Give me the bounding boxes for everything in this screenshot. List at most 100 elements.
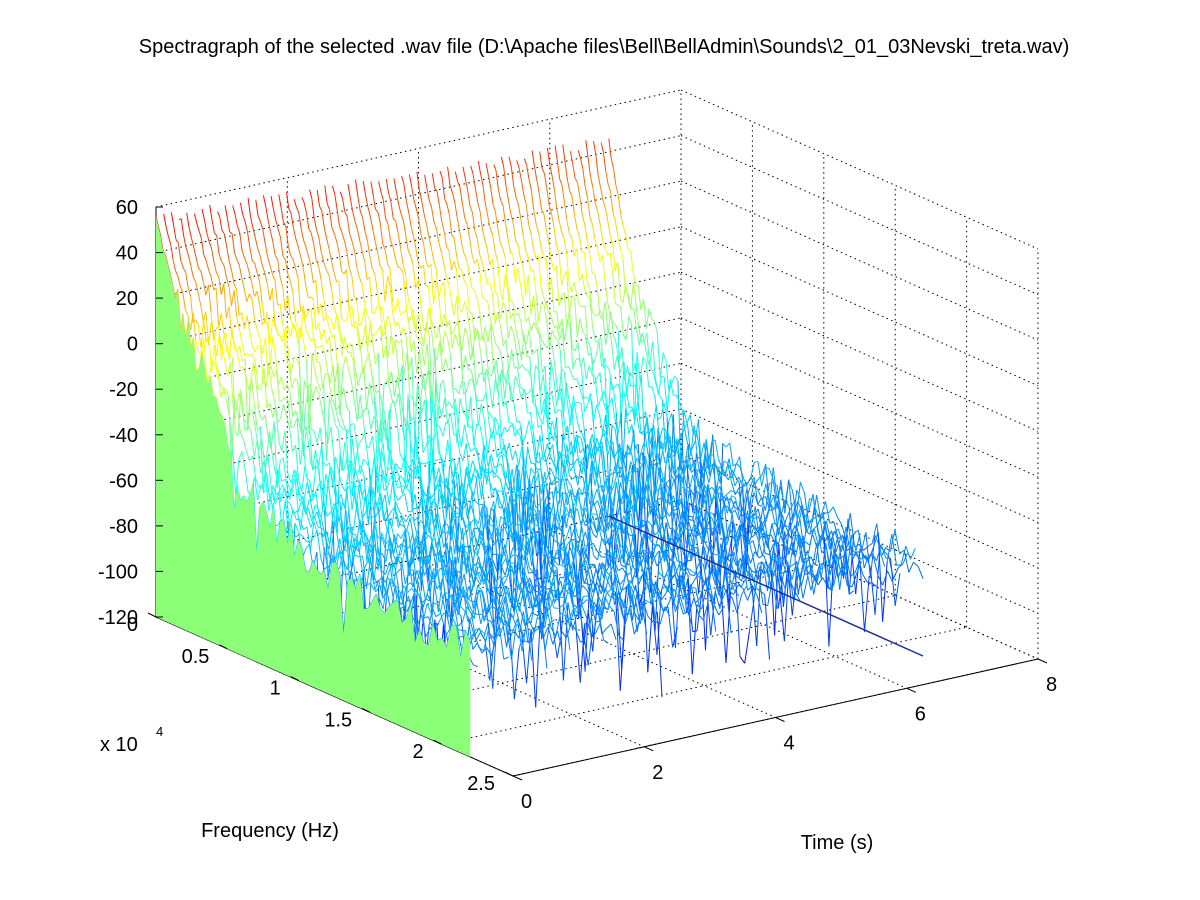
surface-trace-segment — [457, 621, 463, 627]
surface-trace-segment — [613, 534, 619, 560]
surface-trace-segment — [570, 372, 575, 380]
surface-trace-segment — [397, 533, 402, 539]
surface-trace-segment — [299, 442, 304, 465]
surface-trace-segment — [541, 209, 545, 215]
surface-trace-segment — [506, 565, 513, 576]
surface-trace-segment — [280, 487, 285, 503]
surface-trace-segment — [427, 486, 432, 499]
surface-trace-segment — [590, 579, 596, 585]
surface-trace-segment — [395, 511, 401, 525]
surface-trace-segment — [372, 333, 376, 337]
surface-trace-segment — [519, 519, 525, 526]
surface-trace-segment — [840, 544, 847, 555]
surface-trace-segment — [278, 469, 283, 482]
surface-trace-segment — [203, 219, 208, 233]
surface-trace-segment — [421, 490, 426, 506]
surface-trace-segment — [740, 578, 747, 587]
surface-trace-segment — [385, 178, 390, 193]
surface-trace-segment — [654, 321, 658, 335]
surface-trace-segment — [718, 555, 724, 563]
surface-trace-segment — [448, 401, 453, 409]
surface-trace-segment — [264, 320, 269, 326]
surface-trace-segment — [527, 370, 532, 376]
surface-trace-segment — [436, 190, 440, 205]
surface-trace-segment — [631, 363, 636, 378]
surface-trace-segment — [561, 515, 567, 585]
surface-trace-segment — [651, 605, 658, 656]
surface-trace-segment — [393, 340, 397, 351]
surface-trace-segment — [614, 418, 619, 435]
surface-trace-segment — [581, 605, 587, 618]
surface-trace-segment — [407, 318, 412, 353]
surface-trace-segment — [379, 265, 383, 271]
surface-trace-segment — [721, 545, 727, 578]
surface-trace-segment — [400, 326, 404, 335]
surface-trace-segment — [748, 599, 755, 632]
surface-trace-segment — [700, 527, 706, 534]
surface-trace-segment — [556, 325, 561, 340]
surface-trace-segment — [556, 477, 561, 481]
surface-trace-segment — [223, 283, 227, 319]
surface-trace-segment — [397, 321, 402, 335]
surface-trace-segment — [473, 518, 479, 528]
surface-trace-segment — [405, 337, 410, 371]
surface-trace-segment — [286, 384, 291, 393]
surface-trace-segment — [624, 445, 629, 459]
surface-trace-segment — [259, 282, 263, 304]
surface-trace-segment — [380, 191, 384, 200]
surface-trace-segment — [515, 240, 519, 246]
surface-trace-segment — [310, 463, 315, 470]
surface-trace-segment — [431, 173, 436, 188]
surface-trace-segment — [454, 535, 459, 564]
surface-trace-segment — [420, 304, 424, 328]
surface-trace-segment — [356, 301, 360, 327]
surface-trace-segment — [507, 594, 514, 628]
surface-trace-segment — [852, 550, 859, 558]
surface-trace-segment — [793, 572, 799, 603]
surface-trace-segment — [711, 487, 717, 494]
surface-trace-segment — [520, 321, 525, 341]
surface-trace-segment — [551, 483, 556, 486]
surface-trace-segment — [504, 559, 510, 576]
surface-trace-segment — [366, 315, 371, 320]
surface-trace-segment — [332, 410, 336, 426]
surface-trace-segment — [565, 623, 572, 639]
surface-trace-segment — [443, 231, 448, 248]
surface-trace-segment — [848, 590, 855, 595]
surface-trace-segment — [358, 486, 363, 519]
surface-trace-segment — [279, 400, 283, 403]
surface-trace-segment — [629, 372, 633, 378]
surface-trace-segment — [527, 275, 532, 316]
surface-trace-segment — [449, 321, 453, 349]
surface-trace-segment — [603, 433, 608, 456]
surface-trace-segment — [587, 626, 594, 666]
surface-trace-segment — [561, 185, 565, 204]
surface-trace-segment — [730, 561, 736, 580]
surface-trace-segment — [623, 444, 628, 513]
surface-trace-segment — [539, 151, 543, 168]
surface-trace-segment — [249, 215, 254, 228]
surface-trace-segment — [688, 491, 694, 506]
surface-trace-segment — [533, 210, 537, 225]
surface-trace-segment — [585, 560, 591, 580]
surface-trace-segment — [629, 552, 635, 569]
surface-trace-segment — [561, 564, 567, 569]
surface-trace-segment — [642, 411, 647, 419]
surface-trace-segment — [686, 414, 691, 424]
surface-trace-segment — [475, 478, 481, 518]
surface-trace-segment — [828, 557, 834, 647]
surface-trace-segment — [470, 165, 474, 174]
surface-trace-segment — [479, 211, 483, 231]
surface-trace-segment — [600, 390, 605, 399]
surface-trace-segment — [831, 553, 838, 592]
surface-trace-segment — [405, 470, 410, 486]
surface-trace-segment — [377, 546, 383, 577]
surface-trace-segment — [545, 303, 550, 314]
surface-trace-segment — [592, 488, 598, 501]
surface-trace-segment — [528, 388, 533, 393]
surface-trace-segment — [714, 439, 719, 460]
surface-trace-segment — [589, 175, 594, 188]
surface-trace-segment — [622, 225, 627, 234]
surface-trace-segment — [522, 434, 527, 444]
surface-trace-segment — [750, 583, 756, 591]
